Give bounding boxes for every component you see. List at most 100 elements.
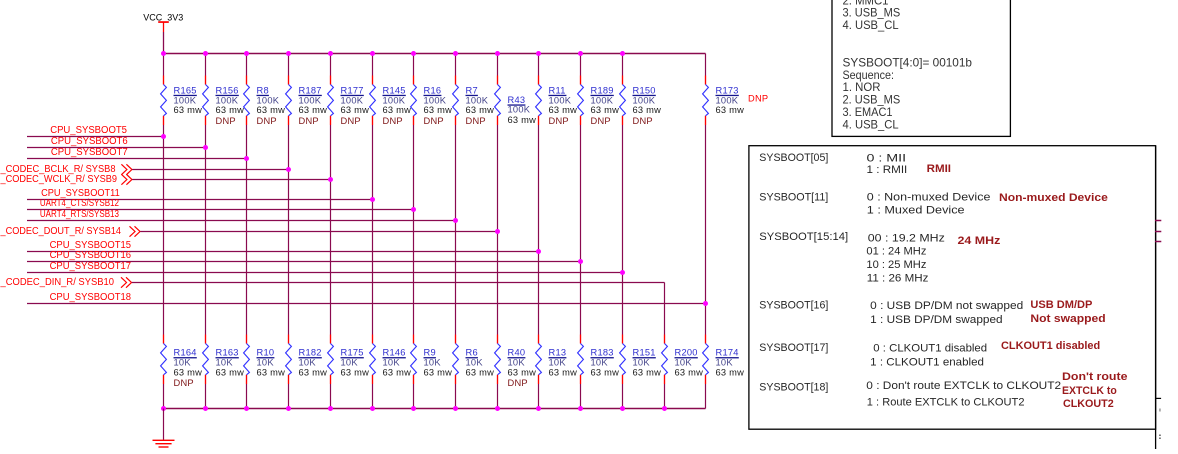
svg-text:10K: 10K — [383, 358, 401, 368]
svg-text:100K: 100K — [424, 96, 447, 106]
svg-text:1. NOR: 1. NOR — [843, 80, 881, 94]
svg-text:USB DM/DP: USB DM/DP — [1030, 299, 1092, 311]
svg-text:R183: R183 — [591, 348, 614, 358]
svg-text:10K: 10K — [341, 358, 359, 368]
svg-text:_CODEC_DOUT_R/ SYSB14: _CODEC_DOUT_R/ SYSB14 — [0, 226, 121, 237]
svg-text:R150: R150 — [633, 85, 656, 95]
svg-text:63 mw: 63 mw — [424, 105, 453, 115]
svg-text:3. USB_MS: 3. USB_MS — [843, 6, 901, 20]
svg-text:63 mw: 63 mw — [216, 105, 245, 115]
svg-text:SYSBOOT[18]: SYSBOOT[18] — [759, 381, 828, 393]
svg-text:4. USB_CL: 4. USB_CL — [843, 18, 900, 32]
svg-text:R7: R7 — [466, 85, 478, 95]
svg-text:63 mw: 63 mw — [549, 367, 578, 377]
svg-text:10K: 10K — [174, 358, 192, 368]
svg-text:10 : 25 MHz: 10 : 25 MHz — [866, 259, 926, 271]
svg-text:R145: R145 — [383, 85, 406, 95]
svg-text:DNP: DNP — [508, 378, 528, 388]
svg-text:Not swapped: Not swapped — [1030, 313, 1105, 325]
svg-text:_CODEC_BCLK_R/ SYSB8: _CODEC_BCLK_R/ SYSB8 — [0, 164, 116, 175]
svg-text:R43: R43 — [508, 95, 526, 105]
svg-text:63 mw: 63 mw — [675, 367, 704, 377]
svg-text:100K: 100K — [257, 96, 280, 106]
svg-text:63 mw: 63 mw — [299, 105, 328, 115]
svg-text:SYSBOOT[15:14]: SYSBOOT[15:14] — [759, 231, 848, 243]
svg-text:UART4_CTS/SYSB12: UART4_CTS/SYSB12 — [40, 198, 119, 209]
svg-text:24 MHz: 24 MHz — [958, 235, 1001, 247]
svg-text:R16: R16 — [424, 85, 442, 95]
svg-text:11 : 26 MHz: 11 : 26 MHz — [867, 272, 929, 284]
svg-text:CPU_SYSBOOT11: CPU_SYSBOOT11 — [41, 188, 120, 199]
svg-text:10K: 10K — [591, 358, 609, 368]
svg-text:EXTCLK to: EXTCLK to — [1062, 385, 1117, 397]
svg-text:1 : RMII: 1 : RMII — [867, 164, 908, 176]
svg-text:UART4_RTS/SYSB13: UART4_RTS/SYSB13 — [40, 209, 119, 220]
svg-text:R174: R174 — [716, 348, 739, 358]
svg-text:R6: R6 — [466, 348, 478, 358]
svg-text:DNP: DNP — [257, 116, 277, 126]
svg-text:DNP: DNP — [383, 116, 403, 126]
svg-text:SYSBOOT[4:0]= 00101b: SYSBOOT[4:0]= 00101b — [843, 55, 973, 69]
svg-text:DNP: DNP — [174, 378, 194, 388]
svg-text:1 : CLKOUT1 enabled: 1 : CLKOUT1 enabled — [870, 356, 984, 368]
svg-text:VCC_3V3: VCC_3V3 — [143, 12, 183, 22]
svg-text:R10: R10 — [257, 348, 275, 358]
svg-text:10K: 10K — [424, 358, 442, 368]
svg-text:DNP: DNP — [216, 116, 236, 126]
svg-text:10K: 10K — [675, 358, 693, 368]
svg-text:R177: R177 — [341, 85, 364, 95]
svg-text:63 mw: 63 mw — [257, 367, 286, 377]
svg-text:1 : USB DP/DM swapped: 1 : USB DP/DM swapped — [870, 314, 1002, 326]
svg-text:CPU_SYSBOOT15: CPU_SYSBOOT15 — [50, 240, 132, 251]
svg-text:3. EMAC1: 3. EMAC1 — [843, 105, 893, 119]
svg-text:63 mw: 63 mw — [633, 105, 662, 115]
svg-text:0 : Don't route EXTCLK to CLKO: 0 : Don't route EXTCLK to CLKOUT2 — [866, 380, 1061, 392]
svg-text:63 mw: 63 mw — [466, 105, 495, 115]
svg-text:DNP: DNP — [424, 116, 444, 126]
svg-text:100K: 100K — [174, 96, 197, 106]
svg-text:63 mw: 63 mw — [383, 105, 412, 115]
svg-text:2. MMC1: 2. MMC1 — [843, 0, 889, 7]
svg-text:CPU_SYSBOOT18: CPU_SYSBOOT18 — [50, 292, 132, 303]
svg-text:10K: 10K — [466, 358, 484, 368]
svg-text:63 mw: 63 mw — [466, 367, 495, 377]
svg-text:_CODEC_DIN_R/ SYSB10: _CODEC_DIN_R/ SYSB10 — [0, 277, 114, 288]
svg-text:SYSBOOT[16]: SYSBOOT[16] — [759, 299, 828, 311]
svg-text:100K: 100K — [299, 96, 322, 106]
svg-text:R165: R165 — [174, 85, 197, 95]
svg-text:63 mw: 63 mw — [257, 105, 286, 115]
svg-text:SYSBOOT[11]: SYSBOOT[11] — [759, 191, 828, 203]
svg-text:100K: 100K — [633, 96, 656, 106]
svg-text:0 : CLKOUT1 disabled: 0 : CLKOUT1 disabled — [873, 342, 987, 354]
svg-text:R13: R13 — [549, 348, 567, 358]
svg-text:63 mw: 63 mw — [341, 105, 370, 115]
svg-text:DNP: DNP — [299, 116, 319, 126]
svg-text:R8: R8 — [257, 85, 269, 95]
svg-text:CPU_SYSBOOT16: CPU_SYSBOOT16 — [50, 250, 132, 261]
svg-text:10K: 10K — [549, 358, 567, 368]
svg-text:4. USB_CL: 4. USB_CL — [843, 118, 900, 132]
svg-text:DNP: DNP — [549, 116, 569, 126]
svg-text:1 : Muxed Device: 1 : Muxed Device — [867, 205, 965, 217]
svg-text:R156: R156 — [216, 85, 239, 95]
svg-text:10K: 10K — [508, 358, 526, 368]
svg-text:_CODEC_WCLK_R/ SYSB9: _CODEC_WCLK_R/ SYSB9 — [0, 174, 117, 185]
svg-text:DNP: DNP — [466, 116, 486, 126]
svg-text:R175: R175 — [341, 348, 364, 358]
svg-text:1 : Route EXTCLK to CLKOUT2: 1 : Route EXTCLK to CLKOUT2 — [867, 397, 1025, 409]
svg-text:63 mw: 63 mw — [174, 105, 203, 115]
svg-text:10K: 10K — [633, 358, 651, 368]
svg-text:CLKOUT1 disabled: CLKOUT1 disabled — [1001, 340, 1100, 352]
svg-text:10K: 10K — [216, 358, 234, 368]
svg-text:100K: 100K — [549, 96, 572, 106]
svg-text:100K: 100K — [466, 96, 489, 106]
svg-text:CPU_SYSBOOT5: CPU_SYSBOOT5 — [50, 125, 127, 136]
svg-text:63 mw: 63 mw — [549, 105, 578, 115]
svg-text:100K: 100K — [383, 96, 406, 106]
svg-text:RMII: RMII — [927, 163, 951, 175]
svg-text:R189: R189 — [591, 85, 614, 95]
svg-text:10K: 10K — [716, 358, 734, 368]
svg-text:R182: R182 — [299, 348, 322, 358]
svg-text:R40: R40 — [508, 348, 526, 358]
svg-text:0 : Non-muxed Device: 0 : Non-muxed Device — [867, 192, 991, 204]
